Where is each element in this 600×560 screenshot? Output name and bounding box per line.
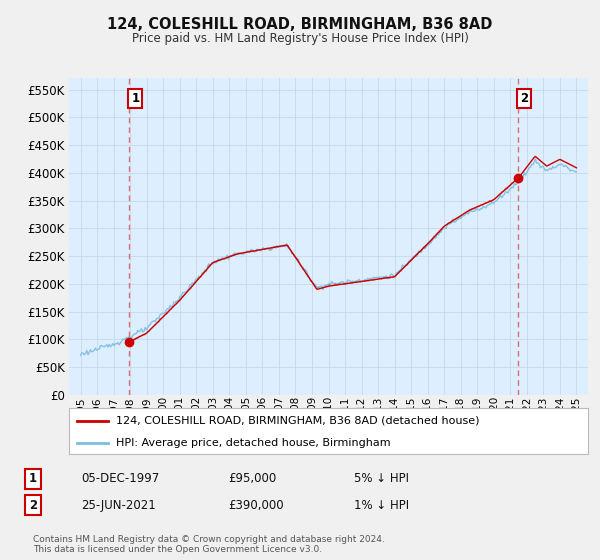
Text: Price paid vs. HM Land Registry's House Price Index (HPI): Price paid vs. HM Land Registry's House … xyxy=(131,32,469,45)
Text: 25-JUN-2021: 25-JUN-2021 xyxy=(81,498,156,512)
Text: 124, COLESHILL ROAD, BIRMINGHAM, B36 8AD: 124, COLESHILL ROAD, BIRMINGHAM, B36 8AD xyxy=(107,17,493,32)
Text: 5% ↓ HPI: 5% ↓ HPI xyxy=(354,472,409,486)
Text: £390,000: £390,000 xyxy=(228,498,284,512)
Text: 2: 2 xyxy=(29,498,37,512)
Text: 124, COLESHILL ROAD, BIRMINGHAM, B36 8AD (detached house): 124, COLESHILL ROAD, BIRMINGHAM, B36 8AD… xyxy=(116,416,479,426)
Text: 1: 1 xyxy=(29,472,37,486)
Text: Contains HM Land Registry data © Crown copyright and database right 2024.
This d: Contains HM Land Registry data © Crown c… xyxy=(33,535,385,554)
Text: 1: 1 xyxy=(131,92,139,105)
Text: HPI: Average price, detached house, Birmingham: HPI: Average price, detached house, Birm… xyxy=(116,437,391,447)
Text: £95,000: £95,000 xyxy=(228,472,276,486)
Text: 2: 2 xyxy=(520,92,529,105)
Text: 1% ↓ HPI: 1% ↓ HPI xyxy=(354,498,409,512)
Text: 05-DEC-1997: 05-DEC-1997 xyxy=(81,472,159,486)
